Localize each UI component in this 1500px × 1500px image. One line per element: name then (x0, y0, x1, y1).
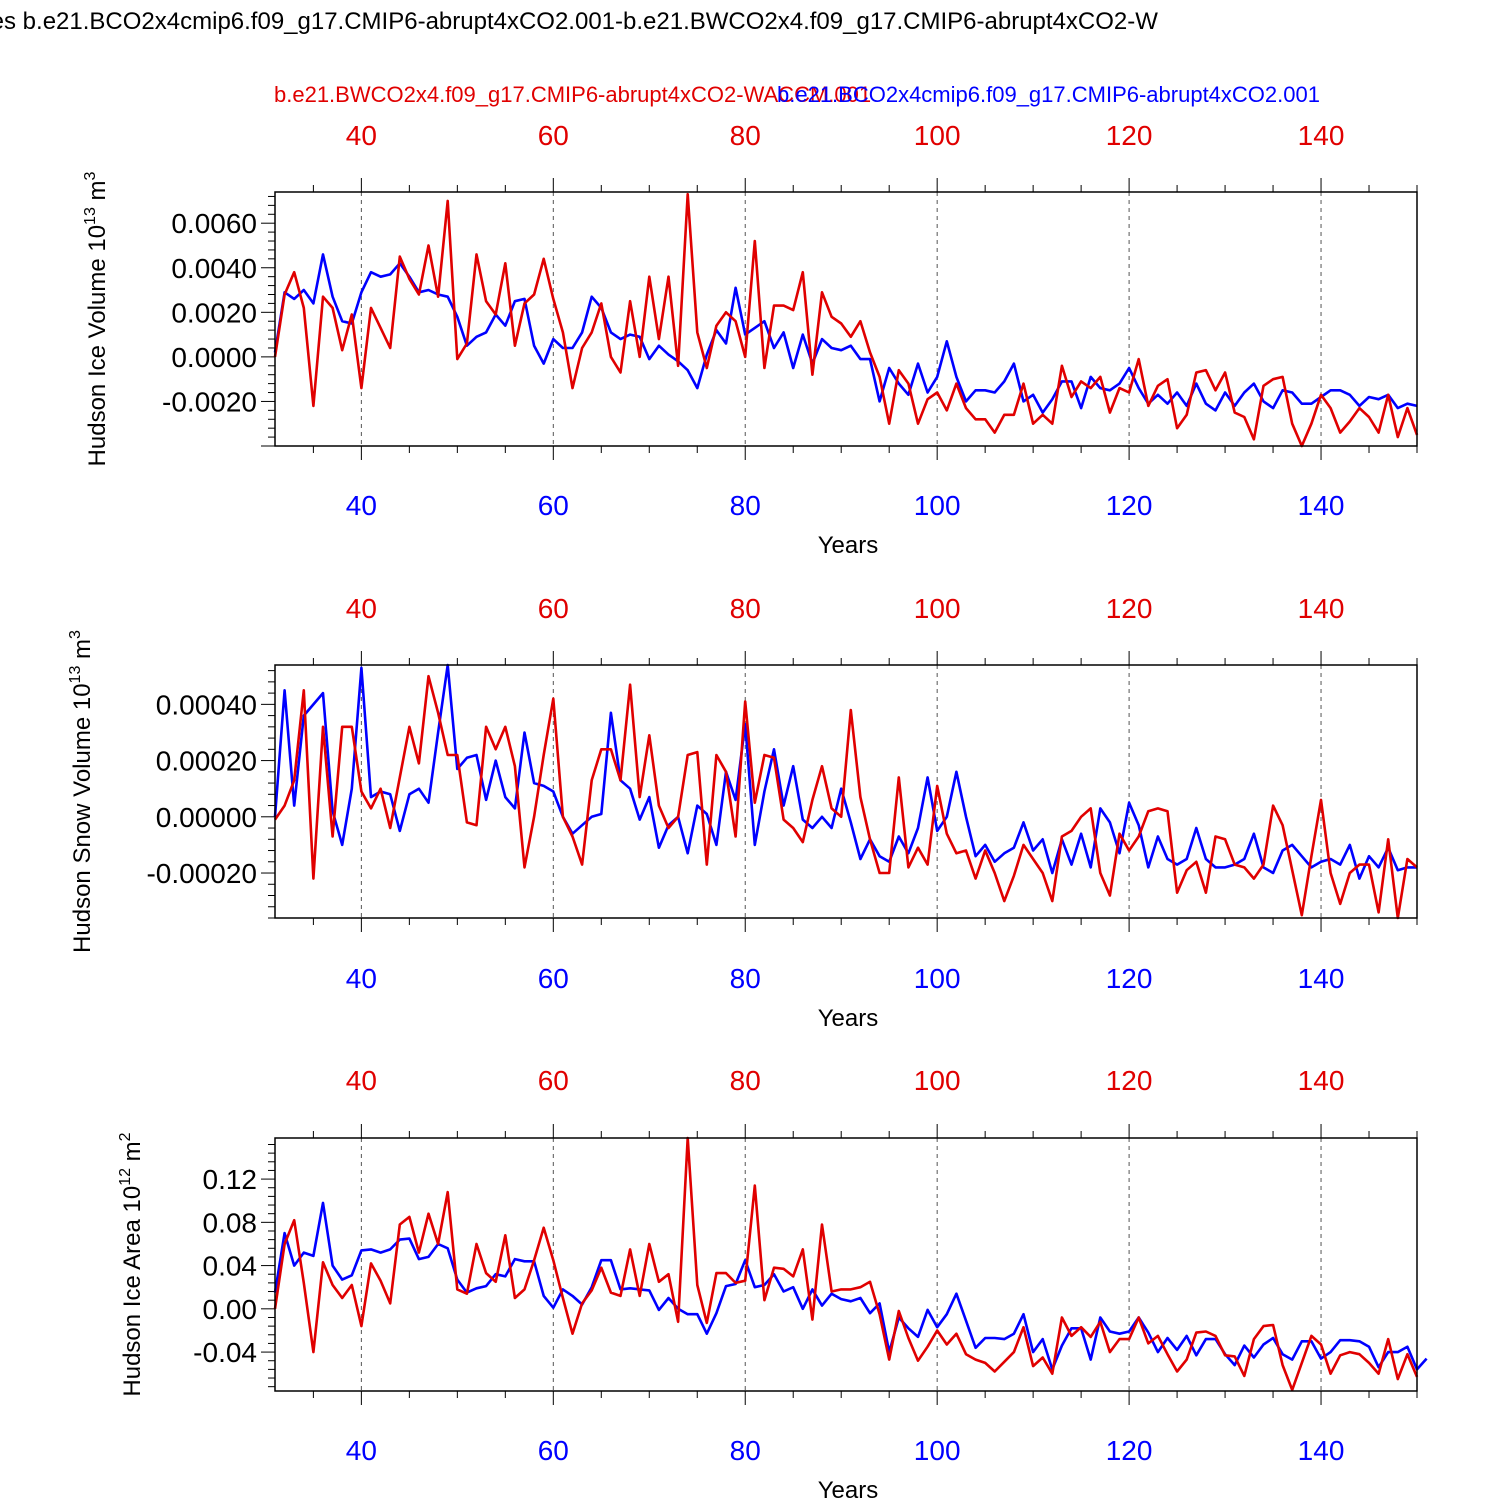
figure-title: ...lies b.e21.BCO2x4cmip6.f09_g17.CMIP6-… (0, 8, 1158, 35)
bottom-x-tick-label: 40 (346, 1435, 377, 1466)
top-x-tick-label: 60 (538, 120, 569, 151)
y-tick-label: 0.12 (203, 1164, 258, 1195)
bottom-x-tick-label: 60 (538, 963, 569, 994)
y-tick-label: 0.0060 (171, 208, 257, 239)
bottom-x-tick-label: 140 (1298, 963, 1345, 994)
series-line-red (273, 674, 1418, 920)
bottom-x-tick-label: 40 (346, 490, 377, 521)
y-tick-label: 0.00040 (156, 689, 257, 720)
top-x-tick-label: 140 (1298, 593, 1345, 624)
bottom-x-tick-label: 60 (538, 1435, 569, 1466)
top-x-tick-label: 100 (914, 593, 961, 624)
y-tick-label: -0.0020 (162, 386, 257, 417)
bottom-x-tick-label: 100 (914, 1435, 961, 1466)
legend-red-label: b.e21.BWCO2x4.f09_g17.CMIP6-abrupt4xCO2-… (274, 82, 872, 107)
y-tick-label: 0.00 (203, 1294, 258, 1325)
top-x-tick-label: 120 (1106, 120, 1153, 151)
y-tick-label: 0.0020 (171, 297, 257, 328)
top-x-tick-label: 100 (914, 120, 961, 151)
x-axis-label: Years (818, 1005, 879, 1032)
x-axis-label: Years (818, 532, 879, 559)
series-line-red (273, 1136, 1419, 1392)
top-x-tick-label: 60 (538, 1065, 569, 1096)
y-tick-label: 0.00000 (156, 802, 257, 833)
series-line-blue (273, 663, 1417, 880)
bottom-x-tick-label: 100 (914, 963, 961, 994)
top-x-tick-label: 80 (730, 1065, 761, 1096)
bottom-x-tick-label: 80 (730, 490, 761, 521)
top-x-tick-label: 60 (538, 593, 569, 624)
plot-frame (274, 664, 1418, 919)
y-tick-label: 0.00020 (156, 746, 257, 777)
panel-2: 40 40 60 60 80 80 100 100 120 120 140 140 -0.00020 0.… (67, 593, 1418, 1032)
top-x-tick-label: 40 (346, 1065, 377, 1096)
bottom-x-tick-label: 140 (1298, 490, 1345, 521)
y-tick-label: 0.04 (203, 1251, 258, 1282)
top-x-tick-label: 40 (346, 593, 377, 624)
bottom-x-tick-label: 80 (730, 1435, 761, 1466)
bottom-x-tick-label: 100 (914, 490, 961, 521)
plot-frame (274, 1137, 1418, 1392)
bottom-x-tick-label: 60 (538, 490, 569, 521)
top-x-tick-label: 120 (1106, 593, 1153, 624)
top-x-tick-label: 140 (1298, 1065, 1345, 1096)
top-x-tick-label: 120 (1106, 1065, 1153, 1096)
bottom-x-tick-label: 140 (1298, 1435, 1345, 1466)
y-axis-label: Hudson Ice Area 1012 m2 (117, 1132, 146, 1396)
series-line-blue (273, 1201, 1428, 1371)
y-tick-label: 0.08 (203, 1207, 258, 1238)
y-tick-label: -0.00020 (146, 858, 257, 889)
bottom-x-tick-label: 120 (1106, 490, 1153, 521)
bottom-x-tick-label: 40 (346, 963, 377, 994)
y-tick-label: 0.0040 (171, 253, 257, 284)
legend-blue-label: b.e21.BCO2x4cmip6.f09_g17.CMIP6-abrupt4x… (777, 82, 1320, 107)
y-tick-label: -0.04 (193, 1337, 257, 1368)
plot-frame (274, 191, 1418, 447)
y-tick-label: 0.0000 (171, 342, 257, 373)
y-axis-label: Hudson Ice Volume 1013 m3 (82, 171, 111, 466)
top-x-tick-label: 40 (346, 120, 377, 151)
series-line-red (273, 192, 1419, 448)
panel-3: 40 40 60 60 80 80 100 100 120 120 140 140 -0.04 0.00 0… (117, 1065, 1428, 1500)
panel-1: 40 40 60 60 80 80 100 100 120 120 140 140 -0.0020 0.0… (82, 120, 1419, 559)
y-axis-label: Hudson Snow Volume 1013 m3 (67, 630, 96, 953)
top-x-tick-label: 80 (730, 120, 761, 151)
x-axis-label: Years (818, 1477, 879, 1500)
bottom-x-tick-label: 80 (730, 963, 761, 994)
bottom-x-tick-label: 120 (1106, 963, 1153, 994)
bottom-x-tick-label: 120 (1106, 1435, 1153, 1466)
top-x-tick-label: 140 (1298, 120, 1345, 151)
series-line-blue (273, 253, 1418, 414)
top-x-tick-label: 100 (914, 1065, 961, 1096)
top-x-tick-label: 80 (730, 593, 761, 624)
